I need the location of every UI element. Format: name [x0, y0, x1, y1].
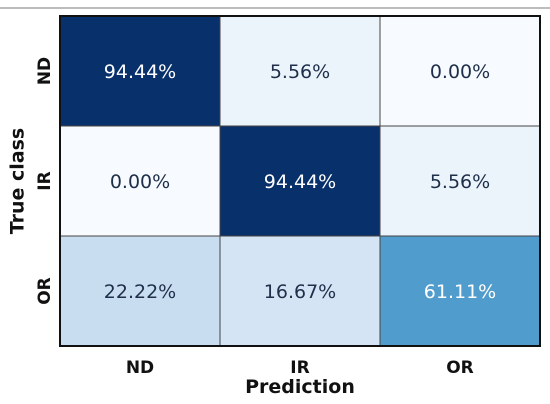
heatmap-cell-label-r2-c3: 5.56% [430, 171, 490, 193]
chart-border [59, 15, 541, 347]
heatmap-cell-r3-c3 [380, 236, 540, 346]
y-tick-label-ir: IR [35, 171, 55, 190]
x-axis-ticks: ND IR OR [126, 358, 474, 378]
heatmap-cell-r1-c3 [380, 16, 540, 126]
heatmap-cells [60, 16, 540, 346]
heatmap-cell-label-r3-c3: 61.11% [424, 281, 496, 303]
y-axis-ticks: ND IR OR [35, 57, 55, 305]
heatmap-cell-label-r1-c1: 94.44% [104, 61, 176, 83]
y-axis-label: True class [7, 128, 29, 235]
heatmap-cell-r2-c3 [380, 126, 540, 236]
heatmap-cell-r2-c1 [60, 126, 220, 236]
heatmap-cell-r3-c2 [220, 236, 380, 346]
heatmap-cell-r3-c1 [60, 236, 220, 346]
heatmap-cell-label-r1-c2: 5.56% [270, 61, 330, 83]
x-tick-label-nd: ND [126, 358, 154, 378]
x-tick-label-or: OR [446, 358, 474, 378]
heatmap-cell-label-r3-c2: 16.67% [264, 281, 336, 303]
heatmap-cell-r1-c1 [60, 16, 220, 126]
heatmap-cell-labels: 94.44% 5.56% 0.00% 0.00% 94.44% 5.56% 22.22% 16… [104, 61, 496, 303]
heatmap-cell-label-r2-c1: 0.00% [110, 171, 170, 193]
y-tick-label-nd: ND [35, 57, 55, 85]
x-tick-label-ir: IR [290, 358, 309, 378]
heatmap-cell-r2-c2 [220, 126, 380, 236]
heatmap-cell-r1-c2 [220, 16, 380, 126]
heatmap-cell-label-r2-c2: 94.44% [264, 171, 336, 193]
chart-frame [59, 15, 541, 347]
heatmap-cell-label-r1-c3: 0.00% [430, 61, 490, 83]
heatmap-cell-label-r3-c1: 22.22% [104, 281, 176, 303]
x-axis-label: Prediction [245, 376, 355, 398]
y-tick-label-or: OR [35, 277, 55, 305]
